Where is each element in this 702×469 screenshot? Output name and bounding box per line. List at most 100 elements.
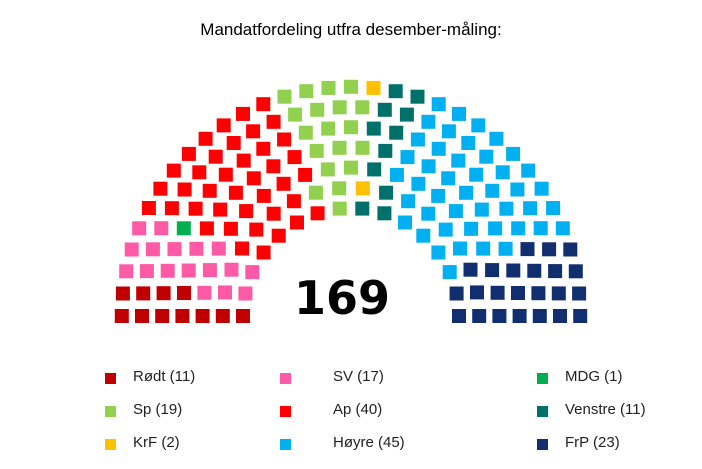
- seat-sp: [298, 125, 313, 140]
- seat-frp: [542, 242, 557, 257]
- seat-høyre: [431, 141, 446, 156]
- seat-høyre: [398, 215, 412, 230]
- seat-sv: [245, 265, 260, 280]
- legend-label-sv: SV (17): [333, 368, 384, 385]
- seat-frp: [485, 263, 500, 278]
- legend-swatch-sv: [280, 373, 291, 384]
- seat-høyre: [459, 185, 474, 200]
- seat-ap: [164, 201, 179, 216]
- seat-ap: [141, 201, 156, 215]
- legend-label-mdg: MDG (1): [565, 368, 623, 385]
- seat-venstre: [388, 84, 403, 99]
- seat-rødt: [195, 309, 210, 323]
- seat-ap: [256, 141, 271, 156]
- seat-ap: [277, 132, 292, 147]
- seat-ap: [246, 171, 261, 186]
- seat-sp: [355, 100, 370, 115]
- seat-rødt: [236, 309, 250, 323]
- seat-ap: [256, 245, 271, 260]
- seat-ap: [235, 241, 249, 256]
- seat-høyre: [401, 194, 416, 209]
- seat-sv: [139, 264, 154, 279]
- seat-høyre: [461, 136, 476, 150]
- seat-ap: [286, 194, 301, 209]
- seat-ap: [153, 181, 168, 196]
- seat-rødt: [177, 286, 191, 300]
- seat-ap: [199, 221, 214, 236]
- seat-venstre: [378, 143, 393, 158]
- seat-høyre: [479, 149, 494, 164]
- seat-sp: [277, 89, 292, 104]
- seat-rødt: [136, 286, 151, 301]
- seat-sv: [224, 262, 239, 277]
- seat-sp: [288, 107, 303, 122]
- seat-frp: [512, 309, 527, 323]
- seat-rødt: [135, 309, 149, 323]
- legend-label-ap: Ap (40): [333, 401, 383, 418]
- seat-ap: [266, 114, 281, 129]
- seat-sv: [154, 221, 169, 236]
- seat-sv: [132, 221, 147, 236]
- seat-sv: [124, 242, 139, 257]
- seat-ap: [228, 185, 243, 200]
- seat-ap: [271, 228, 286, 243]
- seat-frp: [568, 264, 583, 279]
- seat-ap: [246, 124, 261, 139]
- legend-swatch-mdg: [537, 373, 548, 384]
- seat-rødt: [156, 286, 171, 301]
- seat-høyre: [451, 153, 466, 168]
- seat-rødt: [114, 309, 129, 323]
- seat-høyre: [495, 165, 510, 180]
- seat-sp: [299, 84, 314, 99]
- seat-høyre: [410, 132, 425, 147]
- seat-sp: [344, 120, 358, 135]
- seat-sp: [344, 160, 358, 175]
- seat-ap: [181, 146, 196, 161]
- seat-høyre: [506, 146, 521, 161]
- seat-høyre: [471, 118, 486, 133]
- seat-frp: [463, 262, 478, 277]
- legend-swatch-frp: [537, 439, 548, 450]
- seat-ap: [192, 165, 207, 180]
- legend-label-frp: FrP (23): [565, 434, 620, 451]
- seat-høyre: [421, 159, 436, 174]
- seat-ap: [276, 176, 291, 191]
- seat-høyre: [411, 176, 426, 191]
- seat-frp: [532, 309, 547, 323]
- legend-swatch-rødt: [105, 373, 116, 384]
- seat-høyre: [431, 245, 446, 260]
- seat-høyre: [448, 204, 463, 219]
- seat-frp: [520, 242, 535, 257]
- seat-høyre: [452, 106, 466, 121]
- seat-sp: [332, 140, 347, 155]
- seat-venstre: [367, 162, 382, 177]
- seat-ap: [208, 149, 223, 164]
- seat-frp: [490, 285, 505, 300]
- seat-høyre: [499, 201, 514, 216]
- seat-høyre: [474, 202, 489, 217]
- seat-høyre: [469, 167, 484, 182]
- seat-frp: [449, 286, 464, 301]
- seat-ap: [213, 202, 228, 217]
- seat-ap: [310, 206, 325, 221]
- seat-ap: [198, 131, 213, 146]
- seat-høyre: [389, 167, 404, 182]
- seat-frp: [553, 309, 567, 323]
- seat-rødt: [115, 286, 130, 301]
- seat-venstre: [377, 102, 392, 117]
- seat-sp: [344, 79, 358, 94]
- seat-rødt: [155, 309, 170, 323]
- seat-sv: [160, 263, 175, 278]
- seat-ap: [290, 215, 304, 230]
- seat-krf: [366, 80, 381, 95]
- seat-ap: [256, 97, 271, 112]
- seat-høyre: [546, 201, 561, 215]
- seat-sp: [321, 80, 336, 95]
- seat-høyre: [523, 201, 538, 216]
- seat-frp: [548, 264, 563, 279]
- seat-høyre: [488, 221, 503, 236]
- seat-ap: [218, 167, 233, 182]
- seat-venstre: [355, 201, 370, 216]
